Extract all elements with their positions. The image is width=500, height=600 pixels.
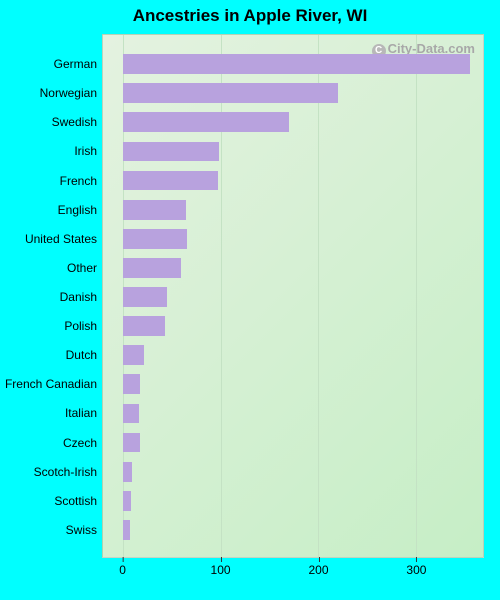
category-label: Other <box>67 261 103 275</box>
chart-title: Ancestries in Apple River, WI <box>6 6 494 26</box>
bar <box>123 404 140 424</box>
bar <box>123 258 182 278</box>
x-tick-label: 100 <box>211 557 231 577</box>
category-label: Irish <box>74 144 103 158</box>
category-label: French <box>60 174 103 188</box>
x-tick-label: 300 <box>406 557 426 577</box>
bar <box>123 433 141 453</box>
bar <box>123 112 290 132</box>
bar <box>123 374 141 394</box>
category-label: Polish <box>64 319 103 333</box>
bar <box>123 520 131 540</box>
category-label: Dutch <box>66 348 103 362</box>
bar <box>123 229 188 249</box>
gridline <box>318 35 319 557</box>
bar <box>123 171 218 191</box>
category-label: German <box>54 57 103 71</box>
category-label: Scottish <box>54 494 103 508</box>
bar <box>123 316 165 336</box>
bar <box>123 345 145 365</box>
bar <box>123 287 167 307</box>
bar <box>123 491 132 511</box>
category-label: Swedish <box>52 115 103 129</box>
bar <box>123 54 471 74</box>
chart-container: CCity-Data.com 0100200300GermanNorwegian… <box>6 34 494 586</box>
bar <box>123 200 187 220</box>
plot-area: CCity-Data.com 0100200300GermanNorwegian… <box>102 34 484 558</box>
category-label: United States <box>25 232 103 246</box>
x-tick-label: 200 <box>308 557 328 577</box>
x-tick-label: 0 <box>119 557 126 577</box>
category-label: Italian <box>65 406 103 420</box>
category-label: Norwegian <box>40 86 103 100</box>
category-label: Czech <box>63 436 103 450</box>
bar <box>123 142 219 162</box>
bar <box>123 462 133 482</box>
category-label: Scotch-Irish <box>34 465 103 479</box>
category-label: French Canadian <box>5 377 103 391</box>
gridline <box>416 35 417 557</box>
category-label: Danish <box>60 290 103 304</box>
category-label: English <box>58 203 103 217</box>
bar <box>123 83 338 103</box>
category-label: Swiss <box>66 523 103 537</box>
